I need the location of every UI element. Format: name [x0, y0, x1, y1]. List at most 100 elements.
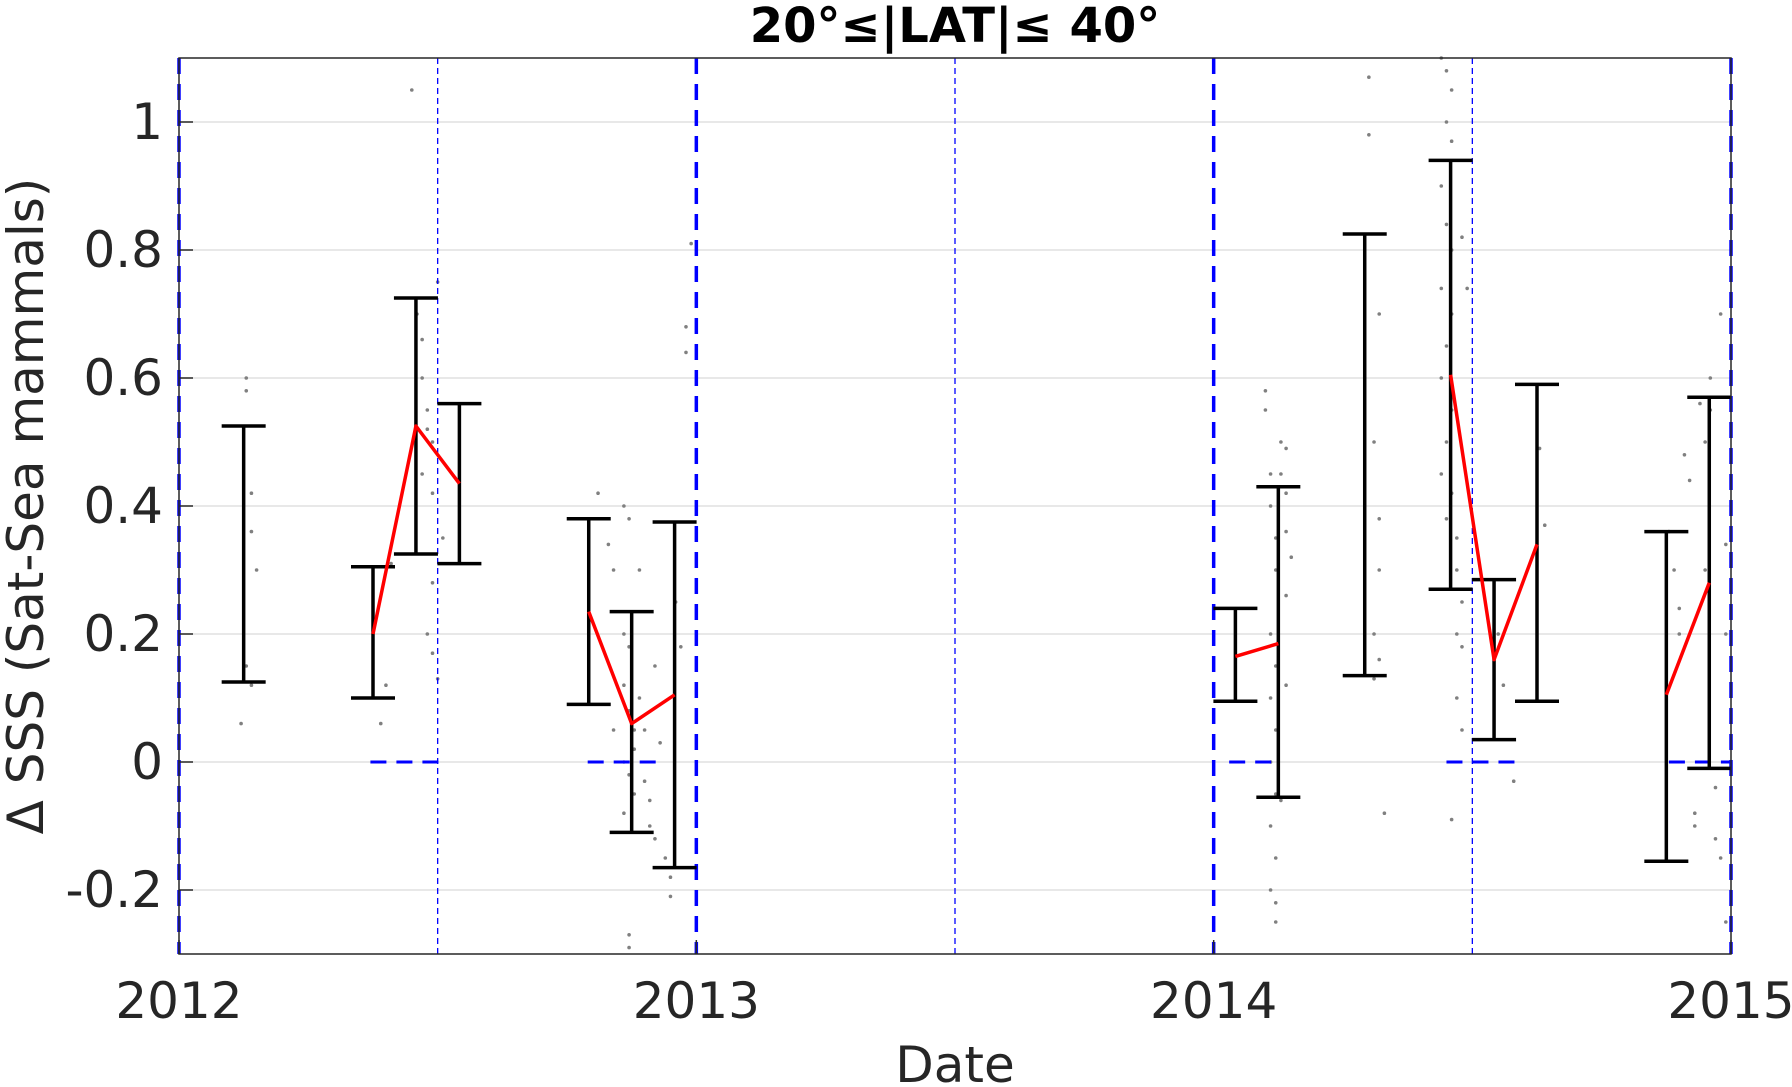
scatter-point [1703, 568, 1707, 572]
scatter-point [1377, 312, 1382, 316]
scatter-point [1439, 184, 1444, 188]
scatter-point [1268, 504, 1273, 508]
scatter-point [606, 542, 611, 547]
x-tick-label: 2015 [1667, 972, 1792, 1030]
scatter-point [1698, 401, 1702, 406]
scatter-point [1455, 568, 1459, 572]
scatter-point [244, 389, 249, 393]
scatter-point [653, 837, 657, 841]
scatter-point [1444, 344, 1449, 348]
error-bar [1256, 485, 1301, 799]
scatter-point [1444, 517, 1449, 521]
scatter-point [430, 491, 435, 496]
scatter-point [1279, 472, 1283, 476]
scatter-point [647, 798, 652, 803]
scatter-point [1268, 696, 1273, 700]
scatter-point [1284, 491, 1288, 496]
scatter-point [1682, 453, 1687, 457]
scatter-point [441, 536, 445, 540]
scatter-point [378, 721, 383, 726]
scatter-point [420, 337, 424, 342]
scatter-point [1460, 728, 1464, 732]
scatter-point [1724, 542, 1728, 547]
scatter-point [430, 651, 435, 655]
scatter-point [249, 683, 254, 687]
scatter-point [1455, 536, 1459, 540]
scatter-point [1439, 472, 1444, 476]
scatter-point [1377, 517, 1382, 521]
scatter-point [1444, 120, 1449, 124]
scatter-point [611, 568, 616, 572]
scatter-point [653, 664, 657, 668]
scatter-point [637, 696, 642, 700]
scatter-point [1444, 222, 1449, 227]
scatter-point [1713, 785, 1718, 790]
y-tick-label: 0.6 [83, 349, 163, 407]
scatter-point [1542, 523, 1547, 527]
scatter-point [637, 568, 642, 572]
mean-series [371, 374, 1711, 726]
scatter-point [1501, 683, 1506, 687]
scatter-point [1449, 817, 1454, 822]
scatter-point [1372, 440, 1376, 444]
scatter-point [425, 632, 430, 636]
scatter-point [647, 824, 652, 828]
scatter-point [1692, 811, 1697, 815]
scatter-point [596, 491, 600, 496]
scatter-point [679, 645, 683, 649]
scatter-point [1708, 376, 1713, 380]
y-tick-label: 0.2 [83, 605, 163, 663]
scatter-point [1672, 568, 1676, 572]
scatter-point [1703, 440, 1707, 444]
scatter-point [1377, 568, 1382, 572]
scatter-point [1439, 376, 1444, 380]
y-tick-label: 1 [131, 93, 163, 151]
error-bar [221, 424, 266, 684]
scatter-point [1279, 440, 1283, 444]
scatter-point [430, 440, 435, 444]
scatter-point [244, 376, 249, 380]
scatter-point [1273, 901, 1278, 905]
scatter-point [389, 561, 393, 566]
scatter-point [689, 241, 693, 246]
scatter-point [663, 856, 668, 860]
scatter-point [1284, 529, 1288, 534]
scatter-point [1444, 440, 1449, 444]
scatter-point [1692, 824, 1697, 828]
x-tick-label: 2013 [633, 972, 760, 1030]
scatter-point [1718, 856, 1723, 860]
mean-series-line [371, 424, 461, 635]
scatter-point [622, 811, 626, 815]
scatter-point [420, 376, 424, 380]
y-axis-ticks: -0.2 0 0.2 0.4 0.6 0.8 1 [65, 93, 193, 919]
scatter-point [1460, 600, 1464, 604]
scatter-point [668, 875, 673, 879]
scatter-point [1284, 446, 1288, 451]
scatter-point [1263, 408, 1268, 412]
scatter-point [1449, 88, 1454, 92]
scatter-point [668, 894, 673, 899]
scatter-point [1367, 75, 1371, 79]
scatter-points [239, 56, 1728, 950]
scatter-point [1455, 696, 1459, 700]
chart-title: 20°≤|LAT|≤ 40° [750, 0, 1161, 54]
scatter-point [1367, 133, 1371, 137]
scatter-point [420, 472, 424, 476]
y-tick-label: -0.2 [65, 861, 163, 919]
scatter-point [611, 728, 616, 732]
error-bar [1342, 232, 1387, 678]
error-bar [1644, 529, 1689, 863]
scatter-point [1372, 677, 1376, 681]
scatter-point [384, 683, 388, 687]
scatter-point [249, 529, 254, 534]
scatter-point [1724, 632, 1728, 636]
scatter-point [249, 491, 254, 496]
scatter-point [1465, 286, 1469, 291]
scatter-point [1377, 657, 1382, 662]
scatter-point [1460, 235, 1464, 239]
mean-series-line [1664, 582, 1711, 696]
y-tick-label: 0.4 [83, 477, 163, 535]
scatter-point [1273, 856, 1278, 860]
scatter-point [622, 683, 626, 687]
